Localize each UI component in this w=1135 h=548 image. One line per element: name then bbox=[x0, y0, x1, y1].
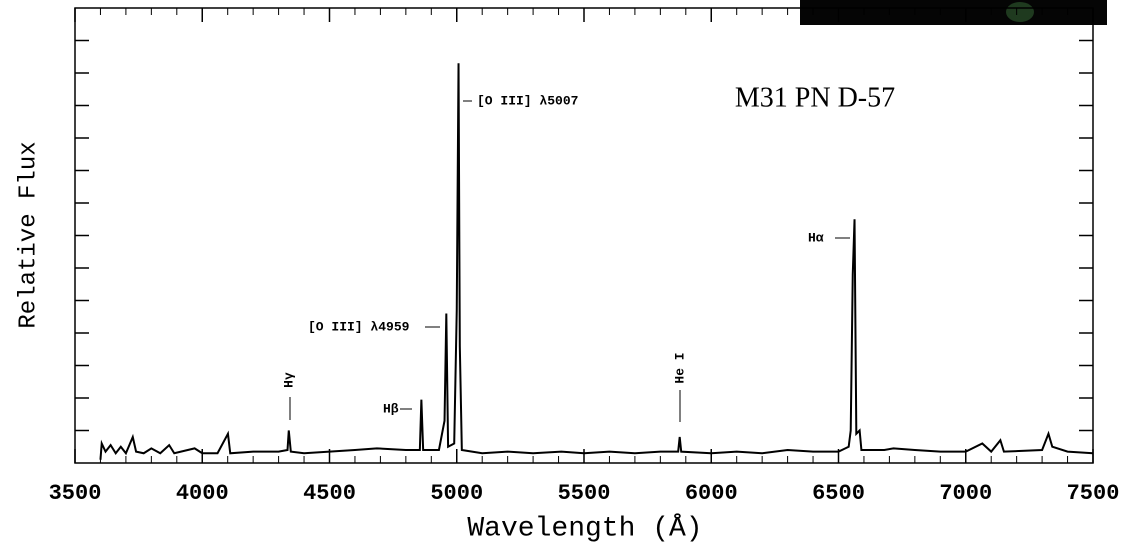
annotation: [O III] λ4959 bbox=[308, 319, 410, 334]
x-tick-label: 3500 bbox=[49, 481, 102, 506]
chart-title: M31 PN D-57 bbox=[735, 82, 895, 113]
x-tick-label: 5500 bbox=[558, 481, 611, 506]
annotation: Hβ bbox=[383, 401, 399, 416]
x-tick-label: 4000 bbox=[176, 481, 229, 506]
overlay-glow bbox=[1006, 2, 1034, 22]
x-tick-label: 6000 bbox=[685, 481, 738, 506]
image-overlay bbox=[800, 0, 1107, 25]
annotation: Hα bbox=[808, 230, 824, 245]
x-tick-label: 6500 bbox=[812, 481, 865, 506]
x-tick-label: 5000 bbox=[430, 481, 483, 506]
x-tick-label: 7500 bbox=[1067, 481, 1120, 506]
annotation: Hγ bbox=[281, 372, 296, 388]
annotation: [O III] λ5007 bbox=[477, 93, 578, 108]
x-tick-label: 7000 bbox=[939, 481, 992, 506]
x-tick-label: 4500 bbox=[303, 481, 356, 506]
annotation: He I bbox=[672, 352, 687, 383]
plot-frame bbox=[74, 7, 1094, 464]
x-axis-label: Wavelength (Å) bbox=[467, 513, 702, 544]
y-axis-label: Relative Flux bbox=[15, 141, 42, 328]
spectrum-line bbox=[99, 63, 1094, 460]
